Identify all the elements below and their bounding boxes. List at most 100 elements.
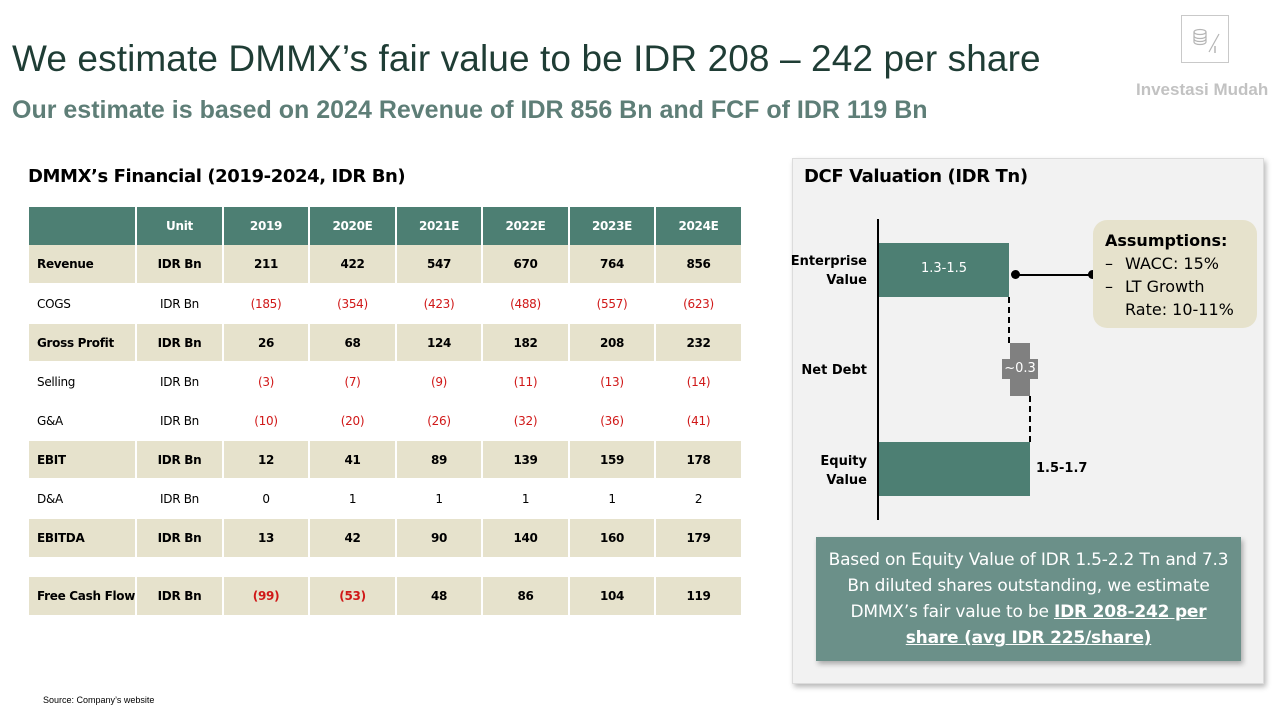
table-row: Gross Profit IDR Bn 26 68 124 182 208 232 [29, 322, 742, 362]
table-cell: 178 [654, 439, 742, 479]
table-cell: 124 [395, 322, 483, 362]
table-cell: 41 [308, 439, 397, 479]
table-cell: (14) [654, 361, 742, 401]
chart-axis [877, 219, 879, 520]
table-cell: 422 [308, 245, 397, 284]
table-cell: 0 [222, 478, 310, 518]
row-label: EBITDA [29, 517, 137, 557]
bullet-dash: – [1105, 254, 1113, 273]
assumption-connector [1015, 274, 1092, 276]
table-cell: 179 [654, 517, 742, 557]
table-cell: 48 [395, 575, 483, 615]
category-label: Net Debt [801, 363, 867, 378]
table-cell: 139 [481, 439, 570, 479]
table-header-row: Unit 2019 2020E 2021E 2022E 2023E 2024E [29, 207, 742, 245]
table-cell: (7) [308, 361, 397, 401]
category-label: Value [826, 473, 867, 488]
financial-table: Unit 2019 2020E 2021E 2022E 2023E 2024E … [29, 207, 742, 615]
table-row: Revenue IDR Bn 211 422 547 670 764 856 [29, 245, 742, 284]
table-cell: 12 [222, 439, 310, 479]
table-cell: (13) [568, 361, 656, 401]
table-cell: 42 [308, 517, 397, 557]
assumption-item: – LT Growth Rate: 10-11% [1105, 275, 1245, 321]
column-header: Unit [135, 207, 224, 245]
conclusion-text: Based on Equity Value of IDR 1.5-2.2 Tn … [828, 550, 1229, 622]
table-row: G&A IDR Bn (10) (20) (26) (32) (36) (41) [29, 400, 742, 440]
assumptions-heading: Assumptions: [1105, 231, 1228, 250]
table-cell: (36) [568, 400, 656, 440]
table-cell: 140 [481, 517, 570, 557]
connector-dash [1008, 297, 1010, 343]
category-label: Value [826, 273, 867, 288]
table-cell: 13 [222, 517, 310, 557]
table-cell: 86 [481, 575, 570, 615]
column-header [29, 207, 137, 245]
table-cell: (53) [308, 575, 397, 615]
coins-chart-icon [1193, 28, 1220, 53]
row-unit: IDR Bn [135, 322, 224, 362]
conclusion-box: Based on Equity Value of IDR 1.5-2.2 Tn … [816, 537, 1241, 661]
category-net-debt: Net Debt [790, 361, 867, 380]
assumption-text: LT Growth Rate: 10-11% [1125, 277, 1234, 319]
logo-text: Investasi Mudah [1136, 80, 1269, 99]
row-unit: IDR Bn [135, 283, 224, 323]
table-cell: (423) [395, 283, 483, 323]
row-unit: IDR Bn [135, 245, 224, 284]
table-cell: 26 [222, 322, 310, 362]
table-title: DMMX’s Financial (2019-2024, IDR Bn) [28, 166, 406, 187]
table-cell: 211 [222, 245, 310, 284]
bullet-dash: – [1105, 277, 1113, 296]
table-cell: 90 [395, 517, 483, 557]
table-cell: 182 [481, 322, 570, 362]
table-row: Selling IDR Bn (3) (7) (9) (11) (13) (14) [29, 361, 742, 401]
table-cell: 119 [654, 575, 742, 615]
connector-dot [1088, 270, 1097, 279]
table-cell: (26) [395, 400, 483, 440]
table-cell: (10) [222, 400, 310, 440]
table-cell: 208 [568, 322, 656, 362]
row-label: G&A [29, 400, 137, 440]
table-row: D&A IDR Bn 0 1 1 1 1 2 [29, 478, 742, 518]
row-unit: IDR Bn [135, 400, 224, 440]
row-label: D&A [29, 478, 137, 518]
table-cell: 2 [654, 478, 742, 518]
table-cell: 89 [395, 439, 483, 479]
table-cell: 856 [654, 245, 742, 284]
table-cell: (9) [395, 361, 483, 401]
dcf-title: DCF Valuation (IDR Tn) [804, 166, 1028, 187]
connector-dot [1011, 270, 1020, 279]
net-debt-label: ~0.3 [1002, 359, 1038, 379]
category-equity-value: Equity Value [790, 452, 867, 490]
column-header: 2022E [481, 207, 570, 245]
equity-value-label: 1.5-1.7 [1036, 461, 1088, 476]
row-label: COGS [29, 283, 137, 323]
assumption-item: – WACC: 15% [1105, 252, 1245, 275]
table-row: EBITDA IDR Bn 13 42 90 140 160 179 [29, 517, 742, 557]
column-header: 2024E [654, 207, 742, 245]
row-label: Selling [29, 361, 137, 401]
table-row: Free Cash Flow IDR Bn (99) (53) 48 86 104 119 [29, 575, 742, 615]
assumption-text: WACC: 15% [1125, 254, 1219, 273]
table-cell: (623) [654, 283, 742, 323]
table-cell: (557) [568, 283, 656, 323]
source-note: Source: Company’s website [43, 695, 155, 705]
column-header: 2020E [308, 207, 397, 245]
row-label: Gross Profit [29, 322, 137, 362]
category-label: Enterprise [790, 254, 867, 269]
table-cell: 670 [481, 245, 570, 284]
fair-value-highlight: IDR 208-242 per share (avg IDR 225/share… [905, 602, 1207, 648]
table-cell: (20) [308, 400, 397, 440]
row-unit: IDR Bn [135, 361, 224, 401]
table-cell: (185) [222, 283, 310, 323]
page-subtitle: Our estimate is based on 2024 Revenue of… [12, 96, 928, 124]
connector-dash [1029, 396, 1031, 442]
table-cell: (3) [222, 361, 310, 401]
table-row: EBIT IDR Bn 12 41 89 139 159 178 [29, 439, 742, 479]
logo [1181, 15, 1229, 63]
table-spacer [29, 557, 742, 576]
table-cell: 547 [395, 245, 483, 284]
table-cell: 1 [395, 478, 483, 518]
table-cell: 1 [308, 478, 397, 518]
table-cell: (11) [481, 361, 570, 401]
category-label: Equity [820, 454, 867, 469]
